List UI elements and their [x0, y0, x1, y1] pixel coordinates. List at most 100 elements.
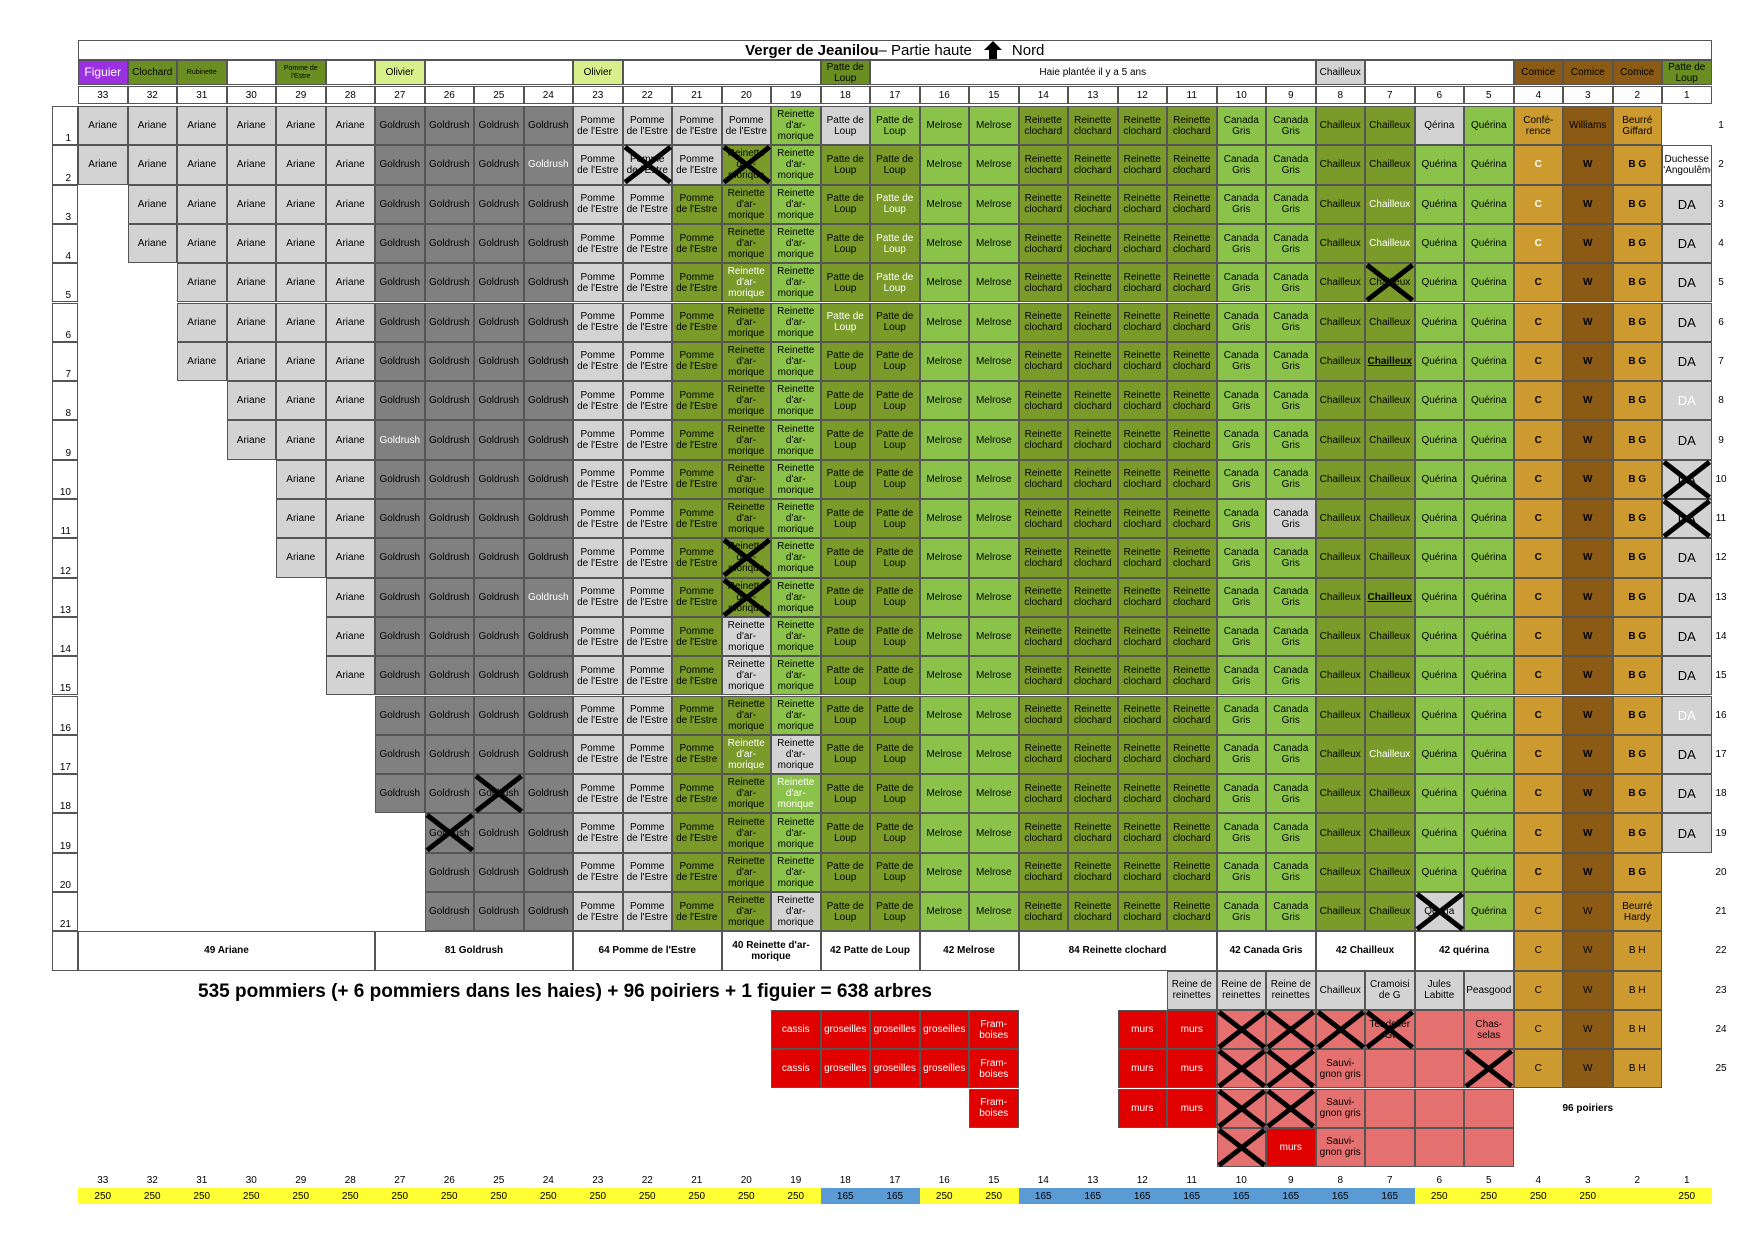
tree-cell: Reinette d'ar- morique	[721, 184, 771, 224]
tree-cell: W	[1563, 223, 1613, 264]
tree-cell: Reinette clochard	[1068, 499, 1118, 539]
bottom-value: 250	[325, 1188, 375, 1204]
tree-cell: Reinette clochard	[1117, 774, 1167, 814]
bottom-value: 165	[870, 1188, 920, 1204]
tree-cell: Goldrush	[523, 184, 573, 224]
tree-cell: Canada Gris	[1266, 616, 1316, 657]
tree-cell: Canada Gris	[1266, 852, 1316, 892]
tree-cell: Reinette clochard	[1117, 459, 1167, 499]
bottom-value: 165	[1266, 1188, 1316, 1204]
tree-cell: Reinette clochard	[1117, 420, 1167, 460]
tree-cell: Quérina	[1414, 145, 1464, 185]
extra-tree-cell: Jules Labitte	[1414, 970, 1464, 1010]
pear-count-label: 96 poiriers	[1562, 1103, 1614, 1114]
tree-cell: DA	[1662, 616, 1712, 657]
tree-cell: DA	[1662, 499, 1712, 539]
bottom-value: 250	[771, 1188, 821, 1204]
vine-cell	[1216, 1088, 1266, 1128]
tree-cell: W	[1563, 263, 1613, 303]
right-row-number: 9	[1718, 434, 1724, 446]
tree-cell: Goldrush	[375, 577, 425, 617]
bottom-value: 165	[1068, 1188, 1118, 1204]
tree-cell: B G	[1612, 616, 1662, 657]
tree-cell: Reinette clochard	[1117, 263, 1167, 303]
tree-cell: Quérina	[1464, 813, 1514, 853]
tree-cell: Quérina	[1464, 774, 1514, 814]
tree-cell: Goldrush	[424, 892, 474, 932]
header-cell	[424, 60, 573, 85]
tree-cell: Melrose	[969, 263, 1019, 303]
tree-cell: Reinette clochard	[1117, 302, 1167, 342]
header-cell: Olivier	[573, 60, 623, 85]
tree-cell: Goldrush	[523, 734, 573, 775]
tree-cell: Reinette clochard	[1117, 145, 1167, 185]
tree-cell: Goldrush	[523, 892, 573, 932]
tree-cell: Patte de Loup	[820, 852, 870, 892]
tree-cell: Reinette clochard	[1018, 577, 1068, 617]
right-row-number: 14	[1715, 631, 1727, 643]
tree-cell: Goldrush	[523, 223, 573, 264]
tree-cell: Melrose	[969, 656, 1019, 696]
tree-cell: Reinette d'ar- morique	[771, 459, 821, 499]
tree-cell: C	[1513, 616, 1563, 657]
tree-cell: Canada Gris	[1266, 656, 1316, 696]
tree-cell: Quérina	[1464, 656, 1514, 696]
header-cell	[1365, 60, 1514, 85]
tree-cell: Goldrush	[523, 695, 573, 735]
tree-cell: Pomme de l'Estre	[622, 263, 672, 303]
tree-cell: Quérina	[1464, 892, 1514, 932]
tree-cell: Chailleux	[1365, 656, 1415, 696]
tree-cell: W	[1563, 538, 1613, 578]
tree-cell: Reinette clochard	[1068, 577, 1118, 617]
vine-cell	[1216, 1049, 1266, 1089]
tree-cell: Patte de Loup	[820, 263, 870, 303]
tree-cell: Chailleux	[1365, 892, 1415, 932]
tree-cell: Quérina	[1464, 695, 1514, 735]
tree-cell: Chailleux	[1365, 695, 1415, 735]
tree-cell: Pomme de l'Estre	[573, 302, 623, 342]
total-cell: 42 Canada Gris	[1216, 931, 1316, 971]
tree-cell: Pomme de l'Estre	[672, 852, 722, 892]
tree-cell: Quérina	[1464, 734, 1514, 775]
tree-cell: Chailleux	[1315, 852, 1365, 892]
pear-cell: W	[1563, 970, 1613, 1010]
tree-cell: Chailleux	[1365, 734, 1415, 775]
tree-cell: Quérina	[1414, 341, 1464, 382]
tree-cell: Melrose	[919, 499, 969, 539]
tree-cell: Goldrush	[375, 695, 425, 735]
tree-cell: Duchesse d'Angoulême	[1662, 145, 1712, 185]
tree-cell: Goldrush	[375, 381, 425, 421]
tree-cell: Reinette d'ar- morique	[771, 263, 821, 303]
extra-tree-cell: Chailleux	[1315, 970, 1365, 1010]
tree-cell: C	[1513, 774, 1563, 814]
tree-cell: Reinette clochard	[1117, 695, 1167, 735]
tree-cell: Melrose	[919, 341, 969, 382]
vine-cell	[1266, 1049, 1316, 1089]
bottom-column-number: 21	[691, 1174, 703, 1186]
tree-cell: DA	[1662, 184, 1712, 224]
tree-cell: Patte de Loup	[870, 656, 920, 696]
tree-cell: Ariane	[325, 223, 375, 264]
tree-cell: Melrose	[919, 223, 969, 264]
tree-cell: Patte de Loup	[820, 577, 870, 617]
tree-cell: Canada Gris	[1216, 577, 1266, 617]
tree-cell: DA	[1662, 538, 1712, 578]
bottom-column-number: 18	[839, 1174, 851, 1186]
column-number: 23	[573, 86, 623, 104]
tree-cell: Patte de Loup	[820, 145, 870, 185]
bottom-value: 165	[1018, 1188, 1068, 1204]
tree-cell: Patte de Loup	[870, 223, 920, 264]
tree-cell: Canada Gris	[1216, 184, 1266, 224]
tree-cell: Patte de Loup	[870, 499, 920, 539]
tree-cell: Goldrush	[424, 852, 474, 892]
tree-cell: Reinette clochard	[1018, 263, 1068, 303]
extra-tree-cell: Reine de reinettes	[1167, 970, 1217, 1010]
row-number: 20	[52, 852, 78, 892]
tree-cell: Reinette d'ar- morique	[771, 499, 821, 539]
tree-cell: C	[1513, 223, 1563, 264]
bottom-value: 250	[969, 1188, 1019, 1204]
tree-cell: Reinette clochard	[1117, 538, 1167, 578]
tree-cell: Reinette d'ar- morique	[771, 656, 821, 696]
tree-cell: Canada Gris	[1266, 381, 1316, 421]
tree-cell: Reinette clochard	[1117, 852, 1167, 892]
